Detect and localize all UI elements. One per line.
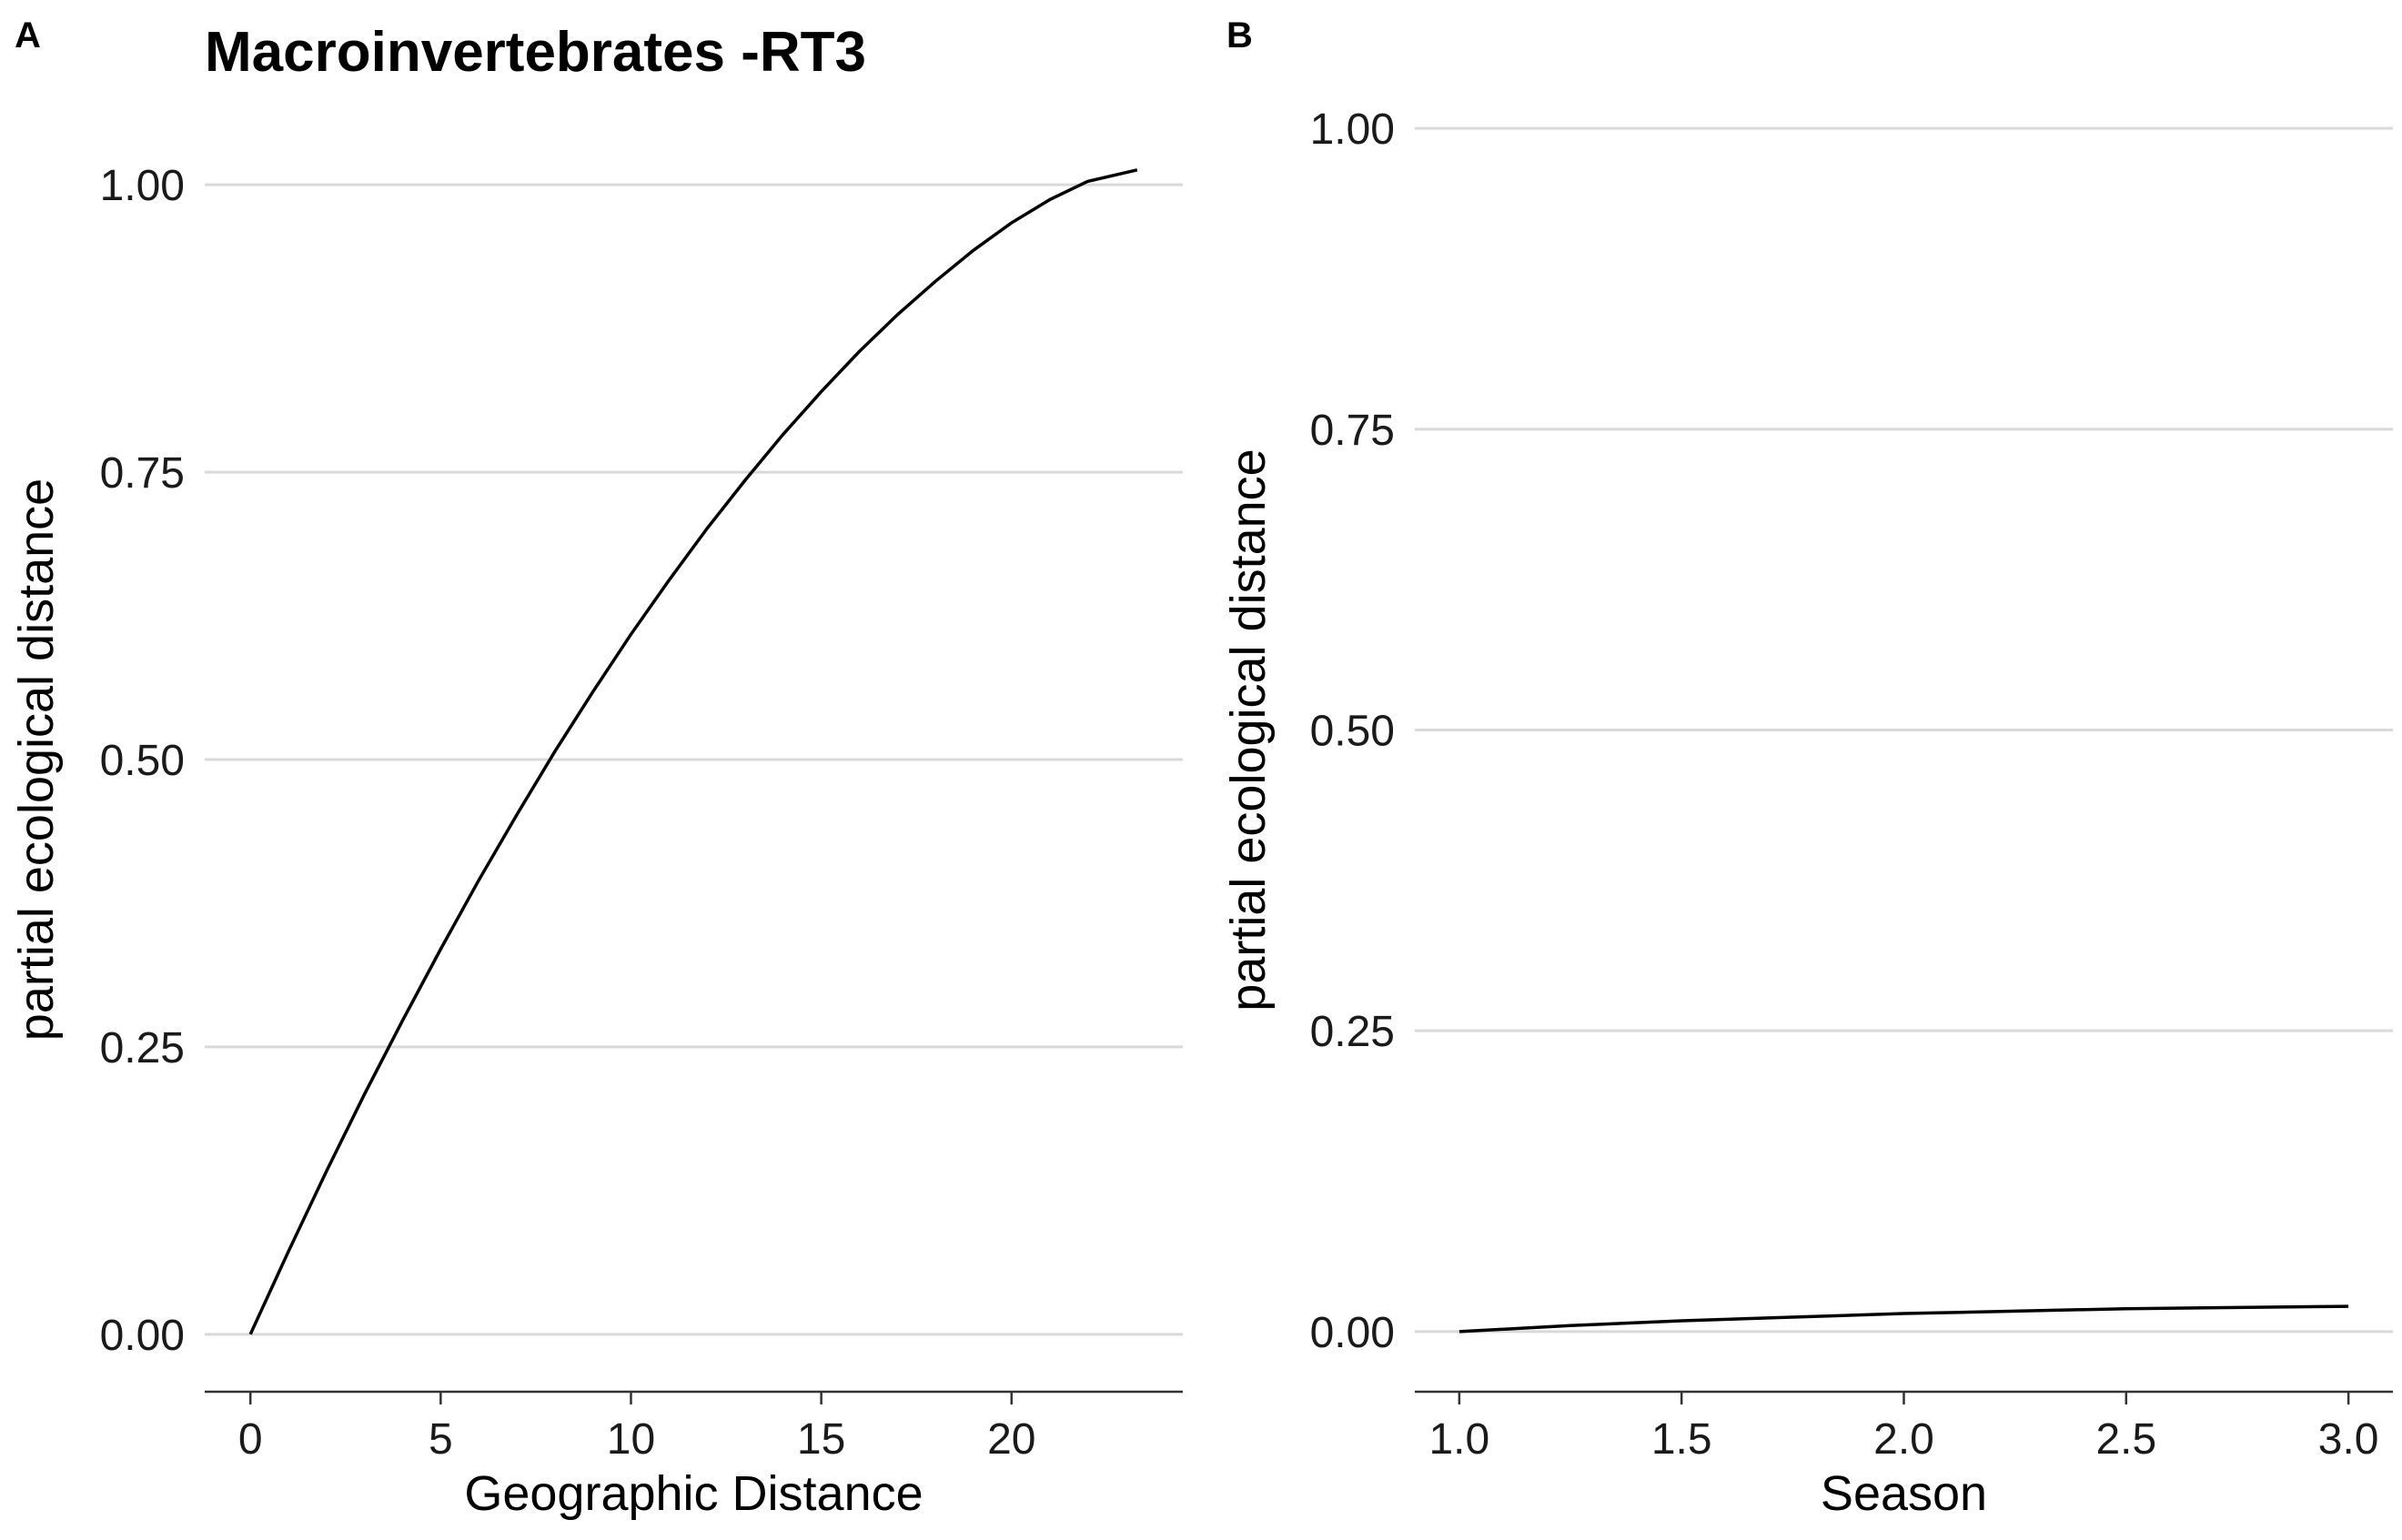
panel-b-gridlines	[1415, 126, 2393, 1334]
panel-a-gridlines	[205, 183, 1183, 1336]
panel-b-y-tick-label: 0.00	[1310, 1309, 1395, 1357]
panel-b-x-tick-label: 2.5	[2095, 1415, 2156, 1464]
panel-a-y-tick-label: 0.25	[100, 1024, 185, 1072]
panel-b-y-tick-label: 0.25	[1310, 1008, 1395, 1056]
panel-b-x-axis	[1415, 1390, 2393, 1404]
panel-b-curve	[1458, 1304, 2349, 1334]
panel-b-y-tick-label: 0.75	[1310, 407, 1395, 455]
panel-a-curve	[248, 168, 1138, 1335]
panel-a-title: Macroinvertebrates -RT3	[205, 21, 866, 84]
panel-a-x-axis	[205, 1390, 1183, 1404]
panel-a-x-tick-labels: 0 5 10 15 20	[238, 1415, 1036, 1464]
panel-b-y-tick-labels: 0.00 0.25 0.50 0.75 1.00	[1310, 106, 1395, 1357]
panel-b-y-tick-label: 1.00	[1310, 106, 1395, 154]
panel-a-x-axis-title: Geographic Distance	[464, 1466, 923, 1521]
panel-b-y-axis-title: partial ecological distance	[1221, 448, 1276, 1011]
panel-a-x-tick-label: 15	[797, 1415, 845, 1464]
panel-b-x-tick-label: 1.5	[1651, 1415, 1712, 1464]
panel-a-x-tick-label: 20	[987, 1415, 1035, 1464]
panel-a-y-tick-label: 0.00	[100, 1312, 185, 1360]
panel-b-y-tick-label: 0.50	[1310, 708, 1395, 756]
panel-a-y-tick-label: 1.00	[100, 162, 185, 210]
panel-a-y-tick-labels: 0.00 0.25 0.50 0.75 1.00	[100, 162, 185, 1360]
panel-a-x-tick-label: 0	[238, 1415, 263, 1464]
panel-a: A Macroinvertebrates -RT3 0.000.250.500.…	[9, 15, 1183, 1521]
panel-b-x-tick-label: 2.0	[1873, 1415, 1934, 1464]
panel-a-y-tick-label: 0.75	[100, 449, 185, 498]
panel-b-label: B	[1226, 15, 1253, 55]
panel-a-label: A	[15, 15, 41, 55]
panel-b-x-tick-labels: 1.0 1.5 2.0 2.5 3.0	[1428, 1415, 2378, 1464]
panel-a-x-tick-label: 5	[429, 1415, 453, 1464]
panel-a-x-tick-label: 10	[607, 1415, 655, 1464]
panel-b-x-tick-label: 1.0	[1428, 1415, 1489, 1464]
panel-b: B 0.00 0.25 0.50 0.75 1.00 1.0 1.5 2.0 2.5 3.0 S…	[1221, 15, 2393, 1521]
panel-b-x-tick-label: 3.0	[2318, 1415, 2379, 1464]
panel-b-x-axis-title: Season	[1821, 1466, 1987, 1521]
panel-a-y-axis-title: partial ecological distance	[9, 478, 64, 1041]
panel-a-y-tick-label: 0.50	[100, 737, 185, 785]
